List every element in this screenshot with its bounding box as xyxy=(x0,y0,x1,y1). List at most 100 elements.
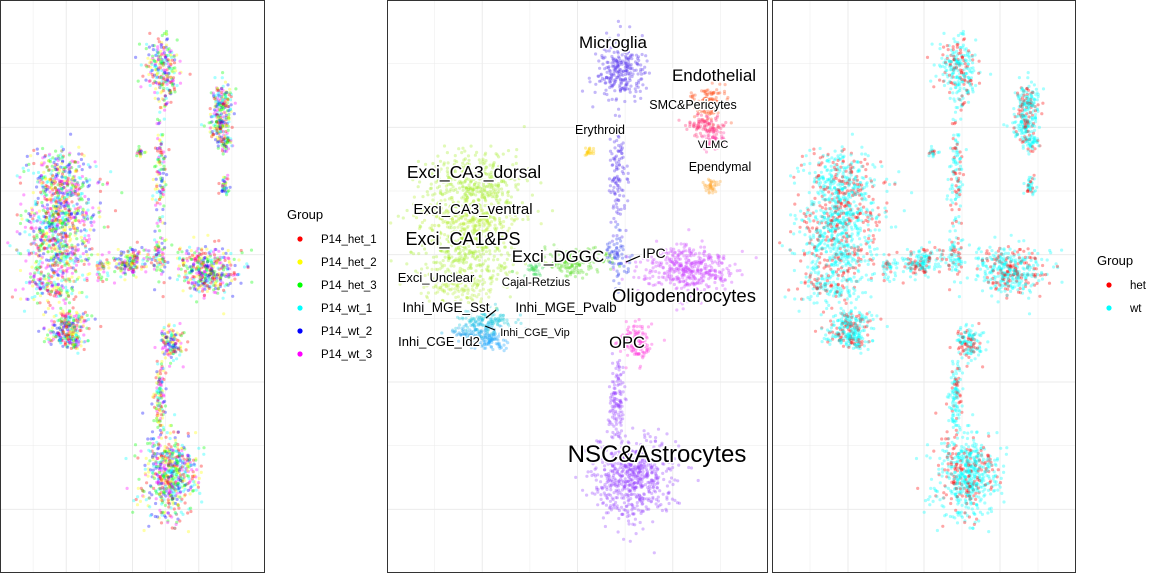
data-point xyxy=(431,255,436,259)
data-point xyxy=(39,174,44,178)
data-point xyxy=(44,193,48,197)
data-point xyxy=(68,239,72,243)
data-point xyxy=(164,56,168,60)
data-point xyxy=(126,256,130,261)
data-point xyxy=(225,137,229,141)
data-point xyxy=(81,181,85,185)
data-point xyxy=(29,275,33,279)
data-point xyxy=(493,223,497,227)
data-point xyxy=(35,282,39,286)
data-point xyxy=(452,259,456,263)
data-point xyxy=(59,201,63,205)
data-point xyxy=(175,462,179,466)
data-point xyxy=(73,190,77,194)
data-point xyxy=(490,279,494,283)
data-point xyxy=(50,209,55,213)
data-point xyxy=(149,58,153,62)
data-point xyxy=(155,452,159,456)
data-point xyxy=(39,181,44,185)
data-point xyxy=(52,243,56,247)
data-point xyxy=(40,184,44,188)
data-point xyxy=(462,258,466,262)
data-point xyxy=(81,324,85,328)
data-point xyxy=(38,265,42,270)
data-point xyxy=(483,153,487,157)
legend-label: P14_wt_2 xyxy=(321,326,372,338)
data-point xyxy=(453,154,457,158)
data-point xyxy=(166,260,170,264)
data-point xyxy=(155,515,160,519)
data-point xyxy=(64,235,68,239)
data-point xyxy=(169,91,173,95)
data-point xyxy=(38,286,43,290)
data-point xyxy=(494,184,498,188)
data-point xyxy=(227,109,231,113)
data-point xyxy=(56,283,60,287)
data-point xyxy=(71,186,75,190)
data-point xyxy=(165,431,169,435)
data-point xyxy=(42,252,46,256)
data-point xyxy=(439,286,443,290)
data-point xyxy=(68,310,72,314)
data-point xyxy=(62,181,66,185)
data-point xyxy=(236,273,240,277)
data-point xyxy=(482,183,486,187)
data-point xyxy=(173,337,177,341)
data-point xyxy=(57,214,62,218)
data-point xyxy=(170,515,174,519)
data-point xyxy=(75,319,80,323)
data-point xyxy=(54,190,59,194)
data-point xyxy=(143,471,147,475)
data-point xyxy=(42,340,47,344)
data-point xyxy=(32,219,36,223)
data-point xyxy=(69,193,73,198)
data-point xyxy=(81,184,85,188)
data-point xyxy=(82,333,86,337)
data-point xyxy=(224,94,228,98)
data-point xyxy=(161,221,165,225)
data-point xyxy=(401,216,405,220)
data-point xyxy=(61,159,65,163)
data-point xyxy=(60,191,64,195)
data-point xyxy=(223,265,227,270)
data-point xyxy=(160,188,165,192)
data-point xyxy=(240,251,244,255)
data-point xyxy=(156,362,160,366)
data-point xyxy=(466,154,471,158)
data-point xyxy=(152,392,156,396)
data-point xyxy=(43,155,47,159)
data-point xyxy=(445,249,449,253)
data-point xyxy=(13,288,18,292)
data-point xyxy=(214,138,218,142)
data-point xyxy=(154,76,158,80)
data-point xyxy=(515,271,519,275)
data-point xyxy=(41,228,45,233)
data-point xyxy=(27,212,31,216)
data-point xyxy=(157,68,161,72)
data-point xyxy=(228,98,233,102)
data-point xyxy=(180,443,184,447)
data-point xyxy=(15,213,19,217)
data-point xyxy=(52,280,56,284)
data-point xyxy=(471,250,475,254)
data-point xyxy=(49,172,53,176)
data-point xyxy=(28,214,33,218)
data-point xyxy=(146,474,150,478)
data-point xyxy=(171,448,175,452)
data-point xyxy=(156,224,160,228)
data-point xyxy=(425,266,429,270)
data-point xyxy=(65,180,69,184)
data-point xyxy=(189,294,193,298)
data-point xyxy=(170,55,174,60)
data-point xyxy=(49,198,53,202)
data-point xyxy=(159,43,163,47)
data-point xyxy=(49,185,53,190)
data-point xyxy=(166,501,170,505)
data-point xyxy=(493,249,497,253)
data-point xyxy=(216,287,220,291)
data-point xyxy=(64,177,69,181)
data-point xyxy=(163,491,167,495)
data-point xyxy=(150,197,154,201)
data-point xyxy=(90,253,94,257)
data-point xyxy=(73,182,77,186)
